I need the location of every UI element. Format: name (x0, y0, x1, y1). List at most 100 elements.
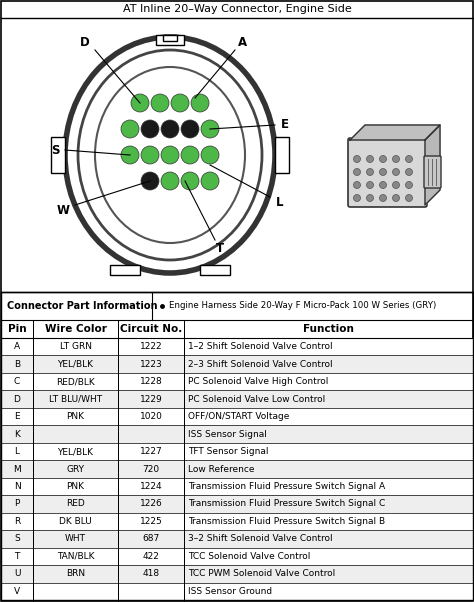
Circle shape (405, 169, 412, 176)
Bar (1, 292, 473, 600)
Circle shape (121, 146, 139, 164)
Text: L: L (15, 447, 19, 456)
Text: 1226: 1226 (140, 500, 163, 509)
Text: WHT: WHT (65, 535, 86, 544)
Ellipse shape (78, 50, 262, 260)
Bar (1, 530, 473, 548)
Text: PNK: PNK (66, 412, 84, 421)
Circle shape (151, 94, 169, 112)
Bar (1, 478, 473, 495)
Bar (200, 265, 230, 275)
Ellipse shape (95, 67, 245, 243)
Text: R: R (14, 517, 20, 526)
Bar (1, 338, 473, 355)
Text: Wire Color: Wire Color (45, 324, 107, 334)
Bar (1, 495, 473, 513)
Text: C: C (14, 377, 20, 386)
Circle shape (141, 120, 159, 138)
Circle shape (181, 120, 199, 138)
Bar (1, 513, 473, 530)
Text: Connector Part Information: Connector Part Information (7, 301, 157, 311)
Bar (1, 426, 473, 443)
Text: T: T (14, 552, 20, 561)
Text: S: S (14, 535, 20, 544)
Text: BRN: BRN (66, 569, 85, 579)
Text: Transmission Fluid Pressure Switch Signal C: Transmission Fluid Pressure Switch Signa… (188, 500, 385, 509)
Text: 1020: 1020 (140, 412, 163, 421)
Text: OFF/ON/START Voltage: OFF/ON/START Voltage (188, 412, 290, 421)
FancyBboxPatch shape (348, 138, 427, 207)
Text: DK BLU: DK BLU (59, 517, 92, 526)
Circle shape (181, 146, 199, 164)
Circle shape (161, 172, 179, 190)
Text: RED: RED (66, 500, 85, 509)
Text: YEL/BLK: YEL/BLK (57, 360, 93, 368)
FancyBboxPatch shape (51, 137, 65, 173)
Text: PC Solenoid Valve High Control: PC Solenoid Valve High Control (188, 377, 328, 386)
Circle shape (380, 181, 386, 188)
Text: 1228: 1228 (140, 377, 163, 386)
Text: AT Inline 20–Way Connector, Engine Side: AT Inline 20–Way Connector, Engine Side (123, 4, 351, 14)
Bar (1, 565, 473, 583)
Circle shape (171, 94, 189, 112)
Circle shape (201, 120, 219, 138)
Text: PC Solenoid Valve Low Control: PC Solenoid Valve Low Control (188, 395, 325, 403)
Circle shape (141, 146, 159, 164)
Circle shape (366, 155, 374, 163)
Text: V: V (14, 587, 20, 596)
Text: ISS Sensor Ground: ISS Sensor Ground (188, 587, 272, 596)
Text: GRY: GRY (66, 465, 84, 474)
Polygon shape (350, 125, 440, 140)
Circle shape (354, 181, 361, 188)
Text: Transmission Fluid Pressure Switch Signal B: Transmission Fluid Pressure Switch Signa… (188, 517, 385, 526)
Text: S: S (51, 143, 59, 157)
Text: W: W (56, 203, 70, 217)
Circle shape (366, 181, 374, 188)
Text: 3–2 Shift Solenoid Valve Control: 3–2 Shift Solenoid Valve Control (188, 535, 333, 544)
FancyBboxPatch shape (424, 156, 441, 188)
Text: 418: 418 (143, 569, 160, 579)
Text: Low Reference: Low Reference (188, 465, 255, 474)
Circle shape (380, 194, 386, 202)
Text: 1223: 1223 (140, 360, 163, 368)
Bar (1, 391, 473, 408)
Circle shape (380, 169, 386, 176)
Text: 1224: 1224 (140, 482, 163, 491)
Text: D: D (14, 395, 20, 403)
Circle shape (354, 194, 361, 202)
Bar (156, 35, 184, 45)
Text: Pin: Pin (8, 324, 27, 334)
Circle shape (121, 120, 139, 138)
Text: TAN/BLK: TAN/BLK (57, 552, 94, 561)
Text: M: M (13, 465, 21, 474)
Text: 1229: 1229 (140, 395, 163, 403)
Circle shape (141, 172, 159, 190)
Circle shape (354, 169, 361, 176)
Circle shape (354, 155, 361, 163)
Text: 2–3 Shift Solenoid Valve Control: 2–3 Shift Solenoid Valve Control (188, 360, 333, 368)
Text: 1222: 1222 (140, 342, 163, 351)
Bar (110, 265, 140, 275)
Bar (163, 35, 177, 41)
Text: ISS Sensor Signal: ISS Sensor Signal (188, 430, 267, 439)
Polygon shape (425, 125, 440, 205)
Circle shape (392, 181, 400, 188)
Text: U: U (14, 569, 20, 579)
Text: P: P (14, 500, 20, 509)
Circle shape (181, 172, 199, 190)
Text: B: B (14, 360, 20, 368)
Circle shape (405, 194, 412, 202)
Text: TCC PWM Solenoid Valve Control: TCC PWM Solenoid Valve Control (188, 569, 336, 579)
Bar (1, 408, 473, 426)
FancyBboxPatch shape (275, 137, 289, 173)
Text: N: N (14, 482, 20, 491)
Text: E: E (281, 119, 289, 131)
Text: YEL/BLK: YEL/BLK (57, 447, 93, 456)
Circle shape (161, 146, 179, 164)
Text: A: A (238, 37, 247, 49)
Text: T: T (216, 241, 224, 255)
Circle shape (366, 169, 374, 176)
Bar (1, 583, 473, 600)
Text: A: A (14, 342, 20, 351)
Circle shape (392, 169, 400, 176)
